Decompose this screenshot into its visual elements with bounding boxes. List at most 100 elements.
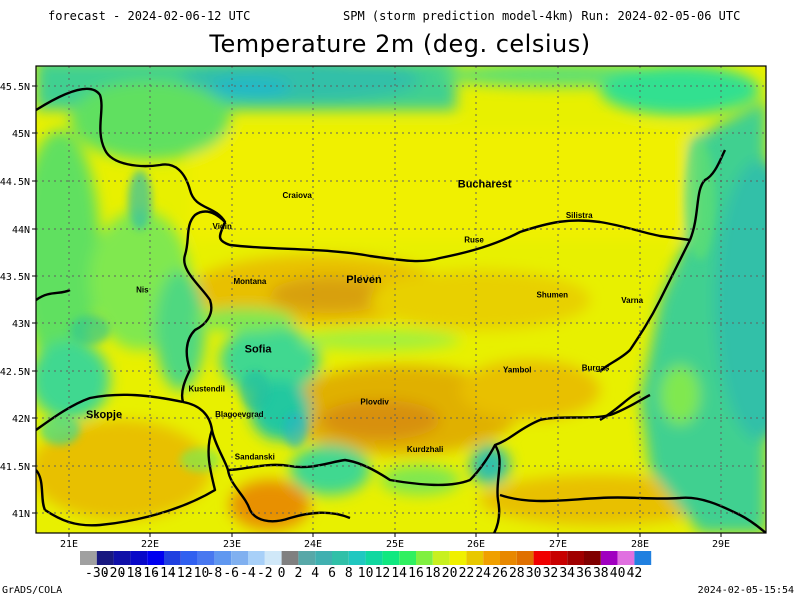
colorbar-swatch (516, 551, 534, 565)
colorbar-label: -12 (169, 566, 193, 581)
city-label: Varna (621, 296, 643, 305)
lon-label: 21E (60, 539, 78, 550)
colorbar-label: 36 (576, 566, 592, 581)
colorbar-label: 6 (328, 566, 336, 581)
colorbar-swatch (416, 551, 433, 565)
colorbar-label: -8 (206, 566, 223, 581)
colorbar-swatch (147, 551, 164, 565)
colorbar-label: -14 (152, 566, 176, 581)
colorbar (80, 551, 652, 565)
city-label: Nis (136, 286, 149, 295)
colorbar-swatch (113, 551, 131, 565)
city-label: Plovdiv (360, 398, 389, 407)
colorbar-label: 10 (357, 566, 374, 581)
colorbar-label: -2 (256, 566, 273, 581)
temperature-field (36, 66, 766, 533)
colorbar-swatch (483, 551, 500, 565)
city-label: Pleven (346, 274, 382, 286)
colorbar-swatch (130, 551, 148, 565)
colorbar-swatch (382, 551, 400, 565)
lat-label: 45N (12, 129, 30, 140)
colorbar-label: -10 (185, 566, 210, 581)
colorbar-swatch (197, 551, 215, 565)
lon-label: 23E (223, 539, 241, 550)
lon-label: 27E (549, 539, 567, 550)
colorbar-label: 26 (492, 566, 508, 581)
lat-label: 44.5N (0, 177, 30, 188)
colorbar-swatch (634, 551, 652, 565)
lon-label: 24E (304, 539, 322, 550)
footer-timestamp: 2024-02-05-15:54 (697, 585, 794, 596)
colorbar-swatch (533, 551, 551, 565)
colorbar-label: 14 (391, 566, 408, 581)
colorbar-label: 22 (458, 566, 475, 581)
lon-label: 22E (141, 539, 159, 550)
lon-label: 28E (631, 539, 649, 550)
colorbar-swatch (584, 551, 601, 565)
plot-frame (35, 65, 767, 534)
colorbar-label: 12 (374, 566, 391, 581)
colorbar-swatch (315, 551, 332, 565)
lat-label: 42.5N (0, 367, 30, 378)
colorbar-swatch (264, 551, 282, 565)
city-label: Blagoevgrad (215, 410, 264, 419)
colorbar-swatch (332, 551, 349, 565)
colorbar-swatch (567, 551, 584, 565)
colorbar-label: 2 (294, 566, 303, 581)
colorbar-swatch (432, 551, 450, 565)
colorbar-label: -6 (223, 566, 240, 581)
grid-lines (36, 66, 766, 533)
lat-label: 42N (12, 414, 30, 425)
city-label: Kurdzhali (407, 445, 443, 454)
colorbar-swatch (214, 551, 232, 565)
city-label: Sandanski (235, 453, 275, 462)
city-label: Sofia (245, 343, 273, 355)
lat-label: 43.5N (0, 272, 30, 283)
colorbar-label: -20 (101, 566, 126, 581)
colorbar-label: 20 (441, 566, 458, 581)
colorbar-label: 28 (508, 566, 525, 581)
colorbar-label: -18 (118, 566, 143, 581)
colorbar-label: 32 (542, 566, 559, 581)
colorbar-label: 34 (559, 566, 576, 581)
colorbar-swatch (298, 551, 316, 565)
colorbar-swatch (164, 551, 181, 565)
lat-label: 41.5N (0, 462, 30, 473)
lon-label: 26E (467, 539, 485, 550)
colorbar-swatch (600, 551, 618, 565)
city-label: Burgas (582, 363, 610, 372)
city-label: Yambol (503, 365, 531, 374)
city-label: Kustendil (189, 384, 225, 393)
colorbar-swatch (466, 551, 484, 565)
colorbar-label: 8 (344, 566, 353, 581)
colorbar-swatch (231, 551, 248, 565)
colorbar-swatch (248, 551, 265, 565)
colorbar-label: -16 (135, 566, 159, 581)
colorbar-swatch (80, 551, 97, 565)
colorbar-swatch (617, 551, 635, 565)
model-run-info: SPM (storm prediction model-4km) Run: 20… (343, 9, 741, 23)
colorbar-swatch (281, 551, 299, 565)
colorbar-label: 16 (408, 566, 424, 581)
city-label: Montana (233, 277, 266, 286)
colorbar-label: -30 (85, 566, 109, 581)
colorbar-label: 42 (626, 566, 643, 581)
lat-label: 44N (12, 225, 30, 236)
lon-label: 29E (712, 539, 730, 550)
city-labels: Craiova Bucharest Silistra Vidin Ruse Montana… (86, 178, 644, 461)
colorbar-swatch (180, 551, 198, 565)
colorbar-swatch (96, 551, 114, 565)
colorbar-label: 4 (311, 566, 320, 581)
city-label: Vidin (213, 222, 233, 231)
colorbar-swatch (348, 551, 366, 565)
lat-label: 41N (12, 509, 30, 520)
colorbar-label: -4 (240, 566, 256, 581)
city-label: Ruse (464, 235, 484, 244)
colorbar-swatch (550, 551, 568, 565)
lat-label: 43N (12, 319, 30, 330)
colorbar-label: 40 (609, 566, 626, 581)
country-borders (36, 87, 766, 533)
colorbar-label: 0 (277, 566, 286, 581)
city-label: Craiova (283, 191, 313, 200)
